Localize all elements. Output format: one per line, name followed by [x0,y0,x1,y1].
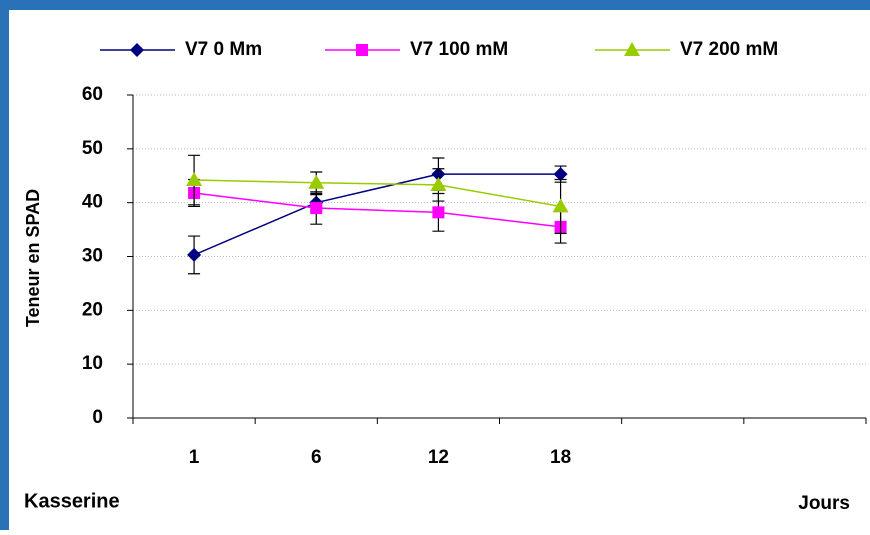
top-bar [0,0,870,10]
legend-marker [356,44,368,56]
y-tick-label: 50 [82,138,103,159]
y-axis-label: Teneur en SPAD [23,189,43,327]
legend-label: V7 200 mM [680,39,778,60]
y-tick-label: 30 [82,246,103,267]
point [553,167,568,182]
x-tick-label: 1 [189,447,200,468]
y-tick-label: 10 [82,353,103,374]
point [187,247,202,262]
point [430,176,447,191]
series-line [193,173,561,256]
chart-title: Kasserine [24,490,120,512]
chart-area [9,10,870,530]
y-tick-label: 40 [82,192,103,213]
legend-marker [130,43,144,57]
legend-marker [624,42,640,56]
y-tick-label: 20 [82,299,103,320]
y-tick-label: 60 [82,84,103,105]
series-line [194,179,561,208]
x-axis-label: Jours [798,493,850,514]
point [186,172,203,187]
point [552,198,569,213]
point [432,206,445,219]
left-bar [0,0,9,530]
point [308,174,325,189]
x-tick-label: 6 [311,447,322,468]
legend-label: V7 100 mM [410,39,508,60]
x-tick-label: 18 [550,447,571,468]
series-line [193,192,561,228]
legend-label: V7 0 Mm [185,39,262,60]
y-tick-label: 0 [92,407,103,428]
point [310,202,323,215]
x-tick-label: 12 [428,447,449,468]
